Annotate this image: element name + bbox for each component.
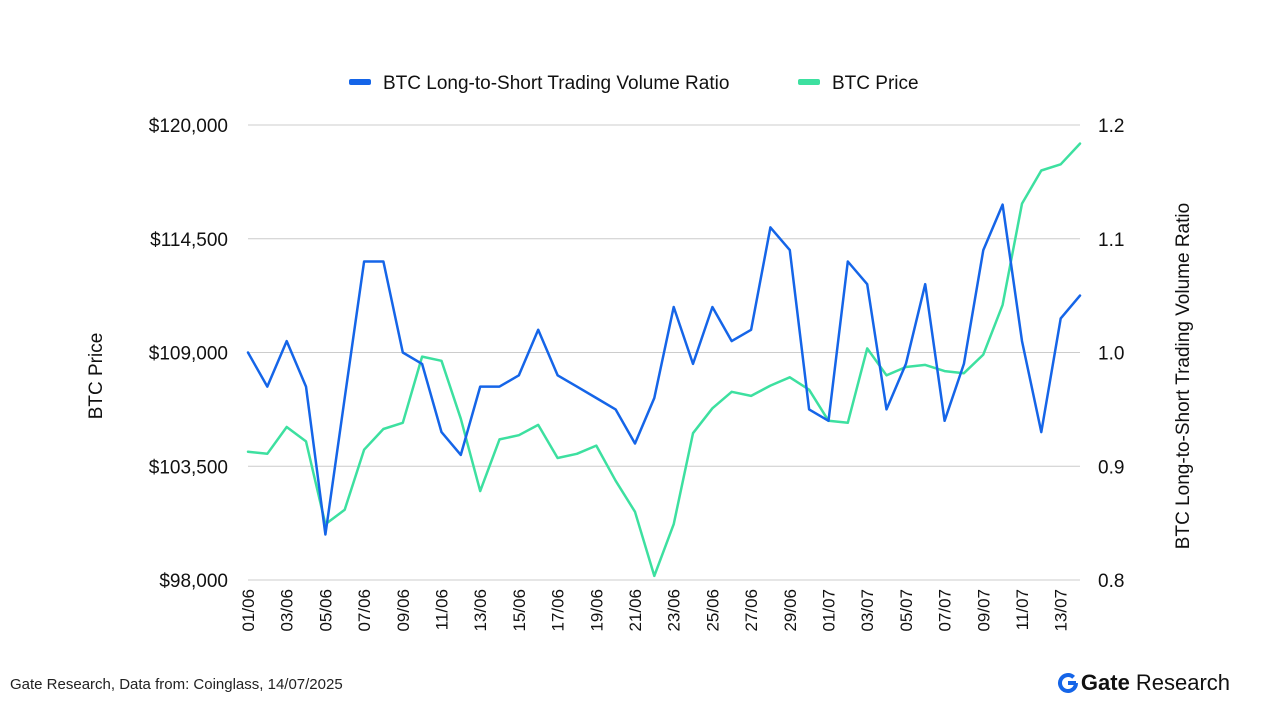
- gate-logo-icon: [1057, 673, 1078, 693]
- left-tick-label: $103,500: [149, 457, 228, 478]
- x-tick-label: 15/06: [510, 589, 529, 632]
- x-tick-label: 19/06: [587, 589, 606, 632]
- left-tick-label: $109,000: [149, 344, 228, 365]
- x-tick-label: 01/07: [819, 589, 838, 632]
- x-tick-label: 17/06: [549, 589, 568, 632]
- x-tick-label: 21/06: [626, 589, 645, 632]
- x-tick-label: 09/07: [974, 589, 993, 632]
- x-tick-label: 03/06: [278, 589, 297, 632]
- right-tick-label: 1.0: [1098, 344, 1124, 365]
- btc-price-line: [246, 142, 1082, 578]
- right-tick-label: 1.2: [1098, 116, 1124, 137]
- legend-item-btc-price: BTC Price: [798, 73, 919, 94]
- long-short-ratio-line: [246, 203, 1082, 536]
- legend-swatch: [349, 79, 371, 85]
- x-tick-label: 07/07: [936, 589, 955, 632]
- x-tick-label: 05/07: [897, 589, 916, 632]
- legend: BTC Long-to-Short Trading Volume Ratio BT…: [349, 73, 919, 94]
- right-axis-ticks: 0.8 0.9 1.0 1.1 1.2: [1098, 116, 1124, 592]
- x-tick-label: 07/06: [355, 589, 374, 632]
- x-tick-label: 29/06: [781, 589, 800, 632]
- x-tick-label: 09/06: [394, 589, 413, 632]
- x-tick-label: 13/06: [471, 589, 490, 632]
- x-tick-label: 25/06: [703, 589, 722, 632]
- x-tick-label: 01/06: [239, 589, 258, 632]
- right-tick-label: 1.1: [1098, 230, 1124, 251]
- brand-name: Gate: [1080, 670, 1130, 695]
- left-axis-ticks: $98,000 $103,500 $109,000 $114,500 $120,000: [149, 116, 228, 592]
- left-axis-label: BTC Price: [86, 333, 107, 420]
- legend-swatch: [798, 79, 820, 85]
- right-tick-label: 0.8: [1098, 571, 1124, 592]
- x-tick-label: 11/07: [1013, 589, 1032, 630]
- brand-logo: Gate Research: [1057, 670, 1230, 696]
- series-lines: [246, 142, 1082, 578]
- brand-suffix: Research: [1135, 670, 1230, 695]
- left-tick-label: $114,500: [150, 230, 228, 251]
- x-tick-label: 05/06: [316, 589, 335, 632]
- x-tick-label: 23/06: [665, 589, 684, 632]
- x-tick-label: 27/06: [742, 589, 761, 632]
- dual-axis-line-chart: BTC Long-to-Short Trading Volume Ratio BT…: [86, 73, 1194, 632]
- right-axis-label: BTC Long-to-Short Trading Volume Ratio: [1173, 203, 1194, 549]
- x-tick-label: 03/07: [858, 589, 877, 632]
- right-tick-label: 0.9: [1098, 457, 1124, 478]
- x-tick-label: 11/06: [432, 589, 451, 630]
- footer-source-text: Gate Research, Data from: Coinglass, 14/…: [10, 676, 343, 693]
- legend-item-long-short-ratio: BTC Long-to-Short Trading Volume Ratio: [349, 73, 729, 94]
- legend-label: BTC Long-to-Short Trading Volume Ratio: [383, 73, 729, 94]
- legend-label: BTC Price: [832, 73, 919, 94]
- x-tick-label: 13/07: [1052, 589, 1071, 632]
- x-axis-ticks: 01/06 03/06 05/06 07/06 09/06 11/06 13/06 15/06…: [239, 589, 1071, 632]
- left-tick-label: $120,000: [149, 116, 228, 137]
- left-tick-label: $98,000: [159, 571, 228, 592]
